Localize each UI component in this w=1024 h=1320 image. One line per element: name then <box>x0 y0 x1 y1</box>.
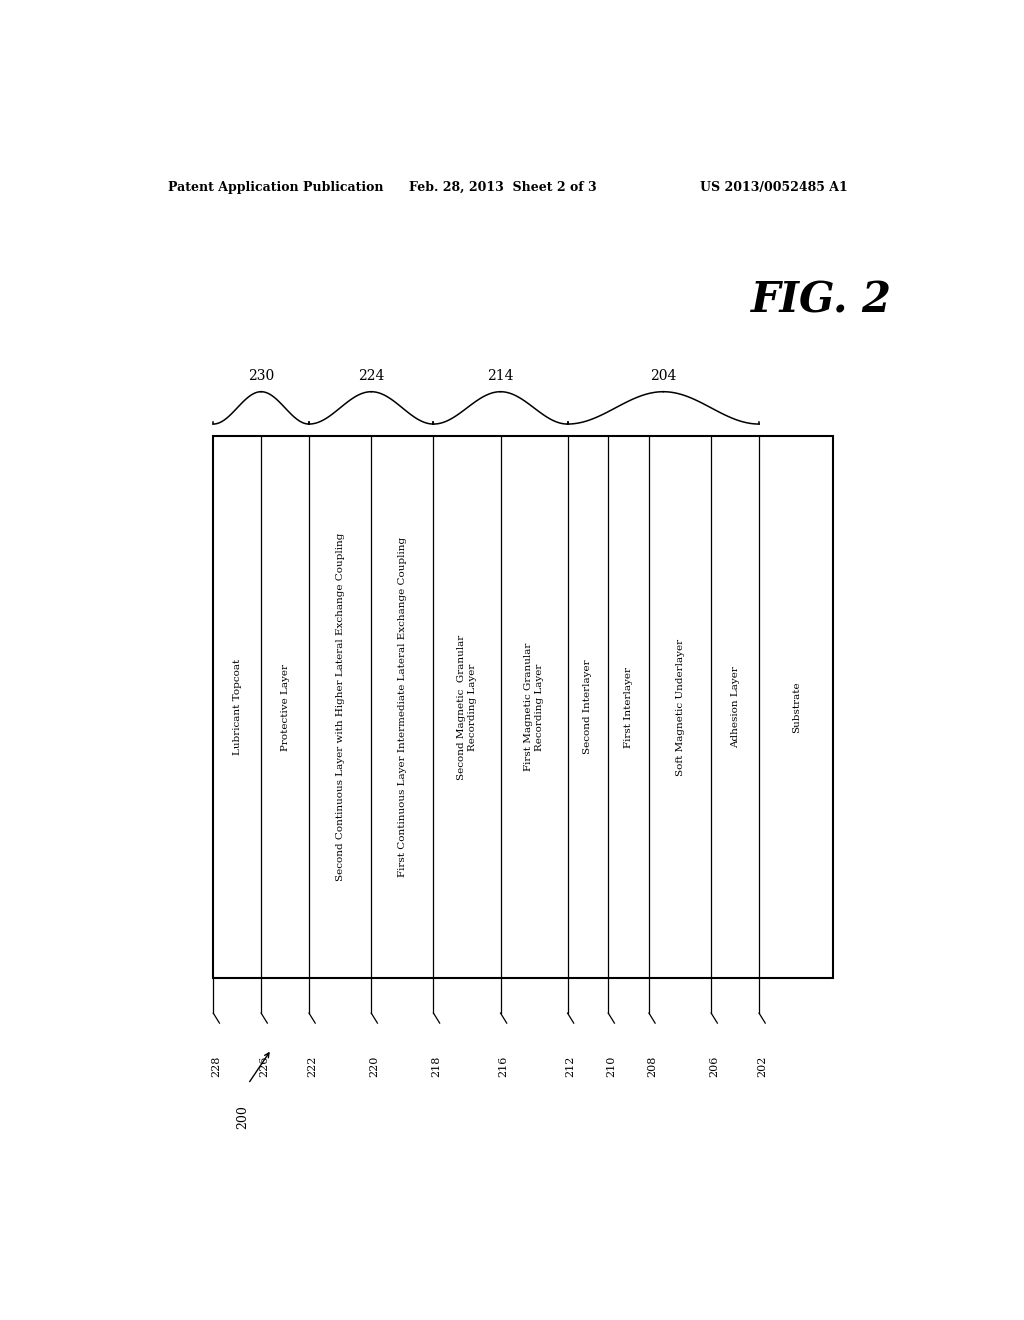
Text: Feb. 28, 2013  Sheet 2 of 3: Feb. 28, 2013 Sheet 2 of 3 <box>409 181 596 194</box>
Text: 206: 206 <box>710 1056 719 1077</box>
Text: US 2013/0052485 A1: US 2013/0052485 A1 <box>700 181 848 194</box>
Text: Substrate: Substrate <box>792 681 801 733</box>
Text: 212: 212 <box>565 1056 575 1077</box>
Text: 216: 216 <box>499 1056 509 1077</box>
Text: Soft Magnetic Underlayer: Soft Magnetic Underlayer <box>676 639 685 776</box>
Text: 214: 214 <box>487 370 514 383</box>
Text: 222: 222 <box>307 1056 317 1077</box>
Text: First Interlayer: First Interlayer <box>624 667 633 747</box>
Text: First Magnetic Granular
Recording Layer: First Magnetic Granular Recording Layer <box>524 643 544 771</box>
Text: Lubricant Topcoat: Lubricant Topcoat <box>232 659 242 755</box>
Text: Second Magnetic  Granular
Recording Layer: Second Magnetic Granular Recording Layer <box>457 635 477 780</box>
Text: Second Interlayer: Second Interlayer <box>584 660 592 754</box>
Text: 220: 220 <box>370 1056 379 1077</box>
Text: 226: 226 <box>259 1056 269 1077</box>
Text: 204: 204 <box>650 370 677 383</box>
Text: 224: 224 <box>358 370 384 383</box>
Text: First Continuous Layer Intermediate Lateral Exchange Coupling: First Continuous Layer Intermediate Late… <box>398 537 407 876</box>
Text: Patent Application Publication: Patent Application Publication <box>168 181 384 194</box>
Text: Protective Layer: Protective Layer <box>281 664 290 751</box>
Text: 230: 230 <box>248 370 274 383</box>
Text: 200: 200 <box>237 1106 250 1130</box>
Text: FIG. 2: FIG. 2 <box>752 280 892 322</box>
Bar <box>213 436 834 978</box>
Text: 208: 208 <box>647 1056 657 1077</box>
Text: 210: 210 <box>606 1056 616 1077</box>
Text: Second Continuous Layer with Higher Lateral Exchange Coupling: Second Continuous Layer with Higher Late… <box>336 533 345 882</box>
Text: Adhesion Layer: Adhesion Layer <box>730 667 739 748</box>
Text: 218: 218 <box>431 1056 441 1077</box>
Text: 202: 202 <box>757 1056 767 1077</box>
Text: 228: 228 <box>211 1056 221 1077</box>
